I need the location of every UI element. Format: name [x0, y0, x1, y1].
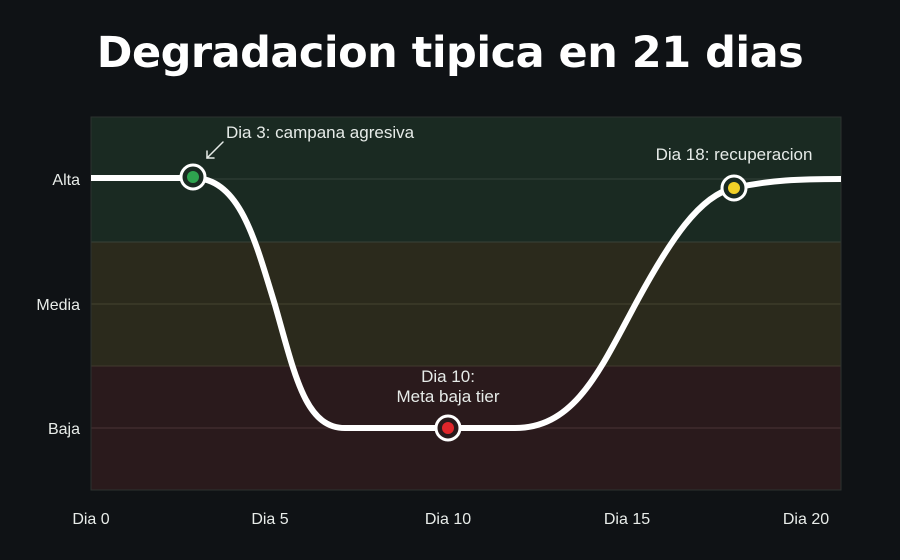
x-label-dia-15: Dia 15: [604, 511, 650, 528]
y-label-baja: Baja: [48, 421, 80, 438]
y-label-alta: Alta: [52, 172, 80, 189]
annotation-day18: Dia 18: recuperacion: [656, 145, 813, 164]
annotation-day3: Dia 3: campana agresiva: [226, 123, 415, 142]
x-label-dia-5: Dia 5: [251, 511, 288, 528]
annotation-day10-line2: Meta baja tier: [397, 387, 500, 406]
plot-frame: [90, 116, 842, 491]
chart-title: Degradacion tipica en 21 dias: [96, 28, 804, 78]
x-label-dia-20: Dia 20: [783, 511, 829, 528]
y-label-media: Media: [36, 297, 80, 314]
annotation-day10-line1: Dia 10:: [421, 367, 475, 386]
x-label-dia-0: Dia 0: [72, 511, 109, 528]
marker-day18: [720, 174, 748, 202]
arrow-icon: [206, 141, 224, 159]
marker-day3: [179, 163, 207, 191]
marker-day10: [434, 414, 462, 442]
x-label-dia-10: Dia 10: [425, 511, 471, 528]
